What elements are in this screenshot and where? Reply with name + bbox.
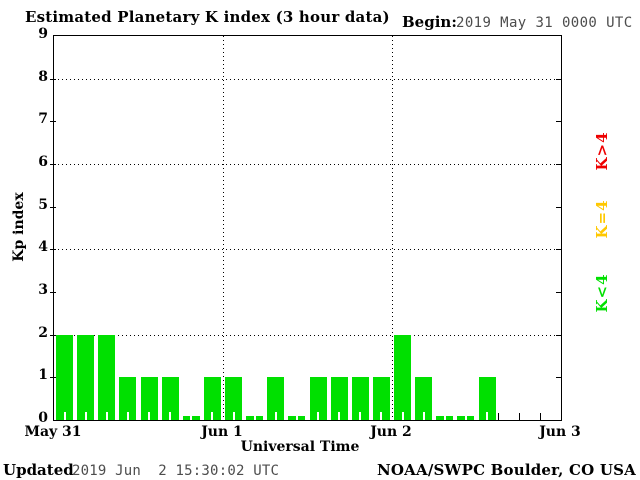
kp-bar [457,416,475,420]
x-minor-tick-notch [274,412,277,420]
x-minor-tick-notch [464,416,467,420]
x-minor-tick [539,413,541,420]
y-tick-label-4: 4 [38,239,48,256]
x-minor-tick-notch [338,412,341,420]
x-minor-tick-notch [486,412,489,420]
legend-k-gt-4: K>4 [593,131,611,171]
kp-bar [203,377,221,420]
y-tick-left-3 [50,292,56,293]
y-tick-label-2: 2 [38,324,48,341]
x-minor-tick-notch [380,412,383,420]
gridline-day-2 [392,36,393,420]
x-minor-tick-notch [422,412,425,420]
x-minor-tick-notch [443,416,446,420]
y-tick-left-1 [50,377,56,379]
y-tick-right-7 [556,121,561,123]
updated-label: Updated [3,461,74,479]
kp-bar [330,377,348,420]
gridline-y-6 [54,164,561,165]
kp-bar [225,377,243,420]
y-tick-left-7 [50,121,56,123]
x-axis-title: Universal Time [240,439,360,455]
x-minor-tick-notch [401,412,404,420]
chart-title: Estimated Planetary K index (3 hour data… [25,8,390,26]
y-tick-label-3: 3 [38,282,48,298]
y-tick-right-6 [556,164,561,165]
gridline-day-1 [223,36,224,420]
y-tick-right-8 [556,78,561,80]
y-tick-label-5: 5 [38,196,48,213]
y-tick-label-6: 6 [38,154,48,170]
gridline-y-8 [54,78,561,80]
kp-bar [309,377,327,420]
y-tick-label-8: 8 [38,68,48,85]
kp-bar [351,377,369,420]
kp-bar [288,416,306,420]
kp-bar [415,377,433,420]
y-tick-left-2 [50,334,56,336]
kp-bar [182,416,200,420]
kp-bar [246,416,264,420]
x-minor-tick-notch [105,412,108,420]
x-tick-label-jun-3: Jun 3 [539,424,581,440]
x-tick-label-jun-2: Jun 2 [370,424,412,440]
y-tick-label-7: 7 [38,111,48,128]
y-tick-left-6 [50,164,56,165]
kp-bar [267,377,285,420]
kp-bar [478,377,496,420]
y-tick-right-1 [556,377,561,379]
x-minor-tick-notch [317,412,320,420]
credit-text: NOAA/SWPC Boulder, CO USA [376,461,636,479]
gridline-y-4 [54,249,561,251]
y-tick-label-9: 9 [38,26,48,42]
x-minor-tick-notch [211,412,214,420]
x-minor-tick-notch [126,412,129,420]
gridline-y-2 [54,334,561,336]
begin-datetime: 2019 May 31 0000 UTC [456,15,633,31]
x-minor-tick [518,413,520,420]
kp-bar [77,334,95,420]
x-tick-label-may-31: May 31 [24,424,82,440]
x-tick-label-jun-1: Jun 1 [201,424,243,440]
kp-bar [98,334,116,420]
kp-bar [161,377,179,420]
kp-bar [119,377,137,420]
x-minor-tick-notch [253,416,256,420]
y-tick-label-1: 1 [38,367,48,384]
plot-area [50,35,562,421]
y-tick-left-4 [50,249,56,251]
y-tick-right-4 [556,249,561,251]
x-minor-tick [497,413,499,420]
y-tick-right-5 [556,206,561,208]
kp-bar [394,334,412,420]
kp-bar [56,334,74,420]
x-minor-tick-notch [169,412,172,420]
kp-bar [436,416,454,420]
x-minor-tick-notch [63,412,66,420]
y-tick-label-0: 0 [38,410,48,426]
begin-label: Begin: [402,13,457,31]
legend-k-eq-4: K=4 [593,199,611,239]
x-minor-tick-notch [190,416,193,420]
kp-bar [140,377,158,420]
x-minor-tick-notch [359,412,362,420]
x-minor-tick-notch [232,412,235,420]
x-minor-tick-notch [84,412,87,420]
y-tick-left-8 [50,78,56,80]
y-tick-left-5 [50,206,56,208]
y-tick-right-2 [556,334,561,336]
y-tick-right-3 [556,292,561,293]
updated-datetime: 2019 Jun 2 15:30:02 UTC [72,463,280,479]
x-minor-tick-notch [295,416,298,420]
y-axis-title: Kp index [11,192,27,262]
x-minor-tick-notch [148,412,151,420]
legend-k-lt-4: K<4 [593,273,611,313]
kp-bar [372,377,390,420]
